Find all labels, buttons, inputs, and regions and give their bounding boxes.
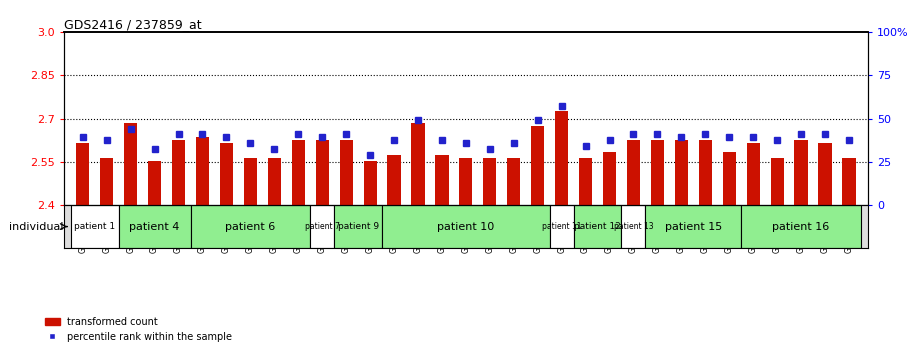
Bar: [340, 140, 353, 205]
Bar: [100, 158, 114, 205]
Bar: [843, 158, 855, 205]
Bar: [794, 140, 807, 205]
Bar: [364, 160, 376, 205]
Bar: [387, 155, 401, 205]
Bar: [771, 158, 784, 205]
Bar: [191, 205, 310, 248]
Bar: [484, 158, 496, 205]
Bar: [574, 205, 622, 248]
Bar: [550, 205, 574, 248]
Bar: [335, 205, 382, 248]
Text: patient 1: patient 1: [75, 222, 115, 231]
Bar: [71, 205, 119, 248]
Bar: [196, 137, 209, 205]
Bar: [645, 205, 741, 248]
Text: patient 10: patient 10: [437, 222, 494, 232]
Bar: [579, 158, 592, 205]
Text: patient 12: patient 12: [574, 222, 621, 231]
Bar: [651, 140, 664, 205]
Text: individual: individual: [9, 222, 63, 232]
Bar: [382, 205, 550, 248]
Bar: [148, 160, 161, 205]
Bar: [292, 140, 305, 205]
Bar: [723, 152, 735, 205]
Bar: [699, 140, 712, 205]
Text: patient 13: patient 13: [614, 222, 654, 231]
Text: patient 15: patient 15: [664, 222, 722, 232]
Bar: [220, 143, 233, 205]
Bar: [627, 140, 640, 205]
Bar: [244, 158, 257, 205]
Bar: [674, 140, 688, 205]
Bar: [555, 112, 568, 205]
Bar: [531, 126, 544, 205]
Text: GDS2416 / 237859_at: GDS2416 / 237859_at: [64, 18, 201, 31]
Bar: [622, 205, 645, 248]
Bar: [603, 152, 616, 205]
Bar: [459, 158, 473, 205]
Bar: [268, 158, 281, 205]
Legend: transformed count, percentile rank within the sample: transformed count, percentile rank withi…: [41, 313, 236, 346]
Bar: [172, 140, 185, 205]
Bar: [412, 123, 425, 205]
Text: patient 9: patient 9: [337, 222, 379, 231]
Text: patient 11: patient 11: [542, 222, 582, 231]
Text: patient 4: patient 4: [129, 222, 180, 232]
Bar: [818, 143, 832, 205]
Bar: [310, 205, 335, 248]
Bar: [315, 140, 329, 205]
Bar: [741, 205, 861, 248]
Text: patient 7: patient 7: [305, 222, 340, 231]
Text: patient 6: patient 6: [225, 222, 275, 232]
Bar: [119, 205, 191, 248]
Bar: [746, 143, 760, 205]
Bar: [507, 158, 520, 205]
Text: patient 16: patient 16: [773, 222, 830, 232]
Bar: [435, 155, 448, 205]
Bar: [125, 123, 137, 205]
Bar: [76, 143, 89, 205]
